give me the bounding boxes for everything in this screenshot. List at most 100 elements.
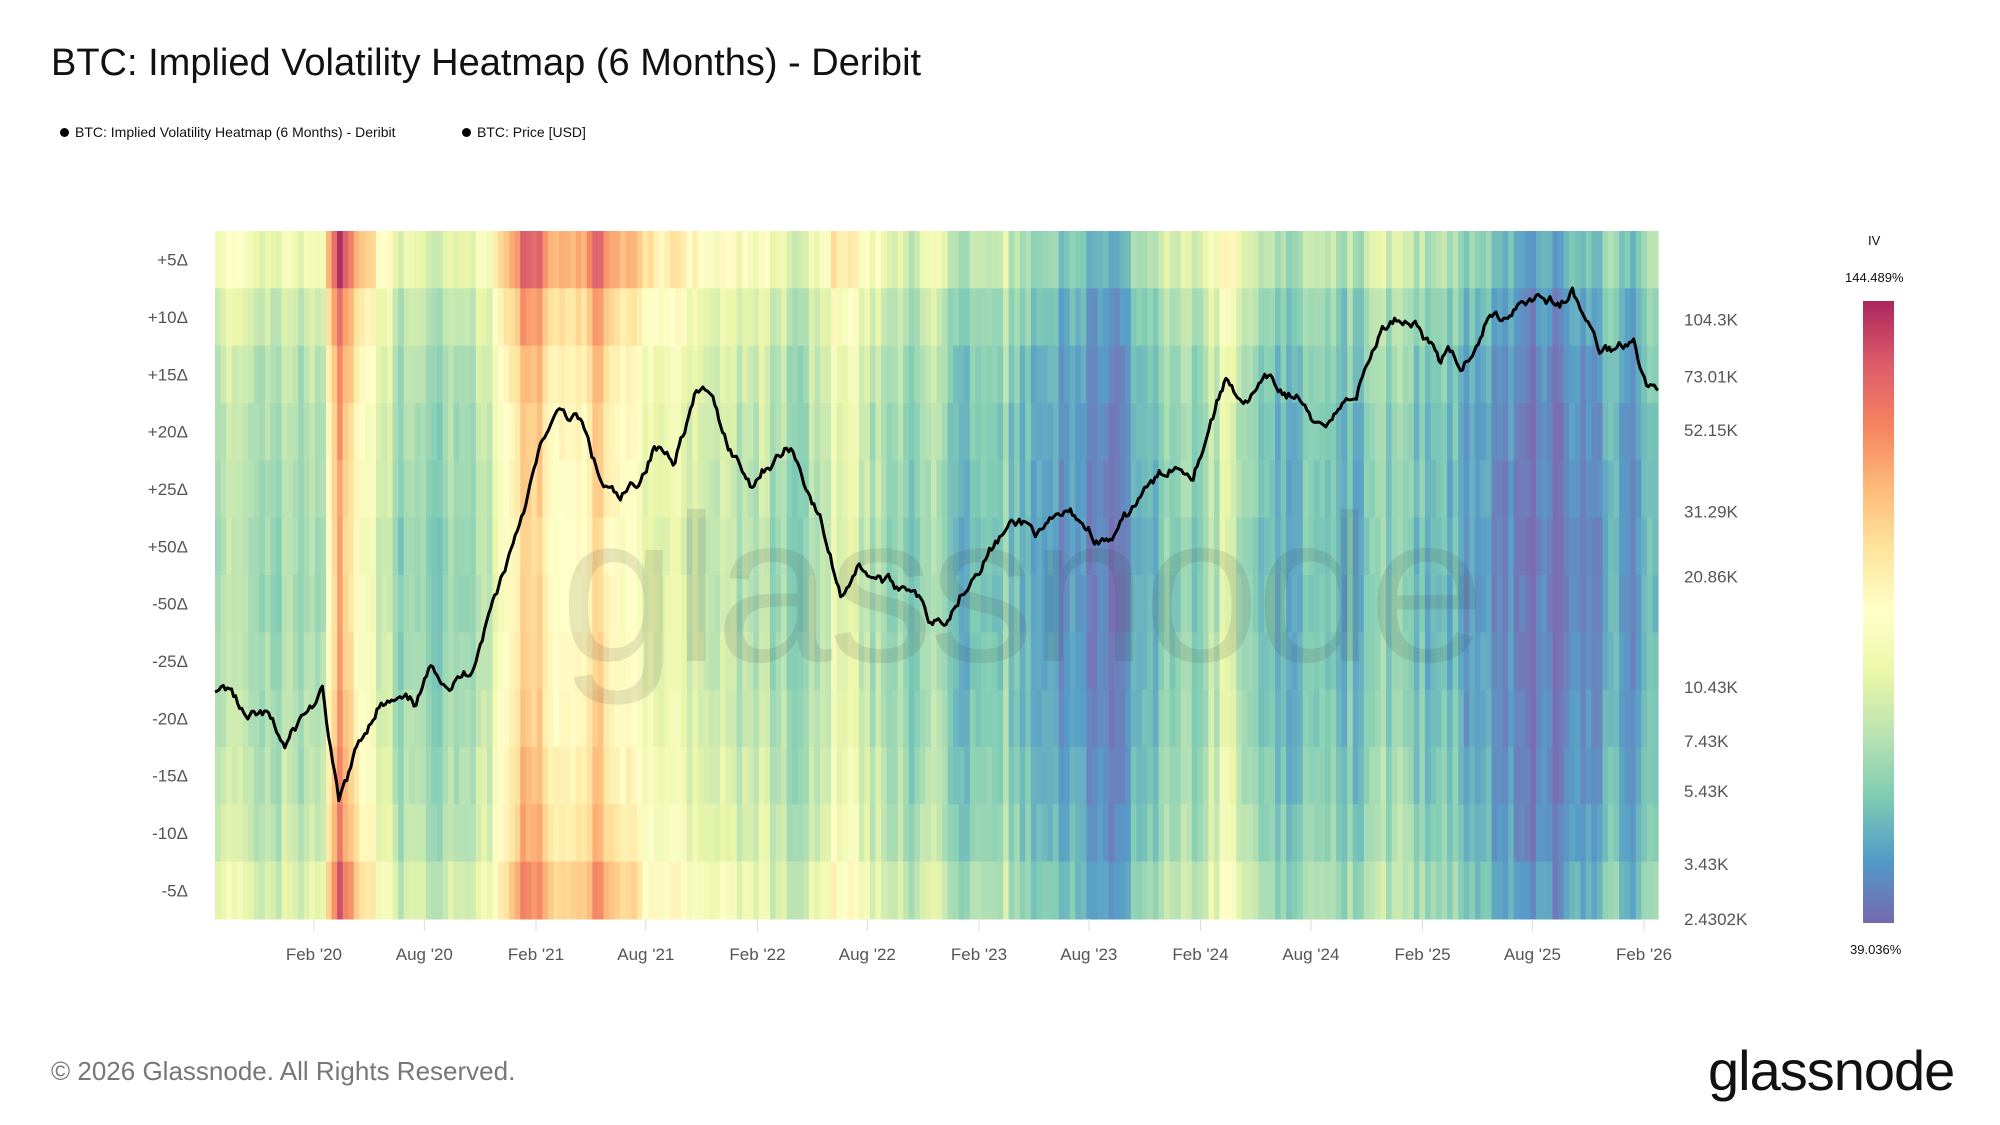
heatmap-cell <box>1241 632 1248 691</box>
heatmap-cell <box>853 460 860 519</box>
heatmap-cell <box>692 460 699 519</box>
heatmap-cell <box>409 575 416 633</box>
heatmap-cell <box>276 632 283 691</box>
heatmap-cell <box>1058 747 1065 805</box>
heatmap-cell <box>514 804 521 863</box>
heatmap-cell <box>1236 231 1243 289</box>
heatmap-cell <box>1202 288 1210 347</box>
heatmap-cell <box>797 460 804 519</box>
heatmap-cell <box>708 575 716 633</box>
heatmap-cell <box>908 689 915 748</box>
heatmap-cell <box>858 632 865 691</box>
heatmap-cell <box>1369 861 1376 920</box>
heatmap-cell <box>897 403 904 461</box>
heatmap-cell <box>320 689 327 748</box>
heatmap-cell <box>725 575 732 633</box>
heatmap-cell <box>1558 345 1565 404</box>
heatmap-cell <box>520 288 527 347</box>
heatmap-cell <box>314 632 322 691</box>
heatmap-cell <box>1380 575 1387 633</box>
legend-item-iv-heatmap[interactable]: BTC: Implied Volatility Heatmap (6 Month… <box>60 124 396 140</box>
heatmap-cell <box>875 804 882 863</box>
heatmap-cell <box>1352 861 1359 920</box>
heatmap-cell <box>625 403 632 461</box>
heatmap-cell <box>753 231 760 289</box>
price-tick-label: 5.43K <box>1684 782 1729 801</box>
heatmap-cell <box>847 460 854 519</box>
heatmap-cell <box>1652 861 1659 920</box>
y-tick-label: -15Δ <box>152 767 188 786</box>
heatmap-cell <box>803 231 810 289</box>
heatmap-cell <box>642 517 649 576</box>
heatmap-cell <box>1463 345 1470 404</box>
heatmap-cell <box>1136 288 1143 347</box>
heatmap-cell <box>575 288 582 347</box>
heatmap-cell <box>1064 861 1071 920</box>
heatmap-cell <box>1341 288 1348 347</box>
heatmap-cell <box>1591 460 1598 519</box>
heatmap-cell <box>1036 575 1043 633</box>
legend-item-price[interactable]: BTC: Price [USD] <box>462 124 586 140</box>
heatmap-cell <box>958 231 965 289</box>
heatmap-cell <box>964 517 971 576</box>
heatmap-cell <box>1186 804 1193 863</box>
heatmap-cell <box>1091 575 1099 633</box>
heatmap-cell <box>753 575 760 633</box>
heatmap-cell <box>1469 632 1476 691</box>
heatmap-cell <box>1319 288 1326 347</box>
heatmap-cell <box>714 575 721 633</box>
heatmap-cell <box>825 804 832 863</box>
heatmap-cell <box>892 632 899 691</box>
heatmap-cell <box>1369 231 1376 289</box>
heatmap-cell <box>1330 861 1337 920</box>
heatmap-cell <box>536 861 544 920</box>
heatmap-cell <box>803 288 810 347</box>
heatmap-cell <box>597 403 605 461</box>
heatmap-cell <box>986 345 993 404</box>
heatmap-cell <box>653 345 660 404</box>
heatmap-cell <box>581 632 588 691</box>
heatmap-cell <box>775 747 782 805</box>
heatmap-cell <box>542 804 549 863</box>
heatmap-cell <box>226 689 233 748</box>
heatmap-cell <box>1630 861 1637 920</box>
heatmap-cell <box>908 804 915 863</box>
heatmap-cell <box>747 231 754 289</box>
heatmap-cell <box>1197 345 1204 404</box>
heatmap-cell <box>292 575 299 633</box>
heatmap-cell <box>375 575 383 633</box>
heatmap-cell <box>1347 288 1354 347</box>
heatmap-cell <box>509 403 516 461</box>
heatmap-cell <box>1508 517 1515 576</box>
heatmap-cell <box>1508 575 1515 633</box>
heatmap-cell <box>531 517 538 576</box>
heatmap-cell <box>1402 517 1409 576</box>
heatmap-cell <box>881 804 888 863</box>
heatmap-cell <box>570 632 577 691</box>
heatmap-cell <box>736 517 743 576</box>
heatmap-cell <box>1030 403 1037 461</box>
heatmap-cell <box>520 747 527 805</box>
heatmap-cell <box>1036 517 1043 576</box>
heatmap-cell <box>1652 403 1659 461</box>
heatmap-cell <box>309 575 316 633</box>
heatmap-cell <box>692 575 699 633</box>
x-tick-label: Aug '22 <box>839 945 896 964</box>
heatmap-cell <box>231 689 238 748</box>
heatmap-cell <box>919 747 926 805</box>
heatmap-cell <box>753 345 760 404</box>
heatmap-cell <box>414 575 421 633</box>
heatmap-cell <box>1286 231 1293 289</box>
heatmap-cell <box>287 632 294 691</box>
heatmap-cell <box>220 804 227 863</box>
heatmap-cell <box>1513 689 1520 748</box>
heatmap-cell <box>858 689 865 748</box>
heatmap-cell <box>775 689 782 748</box>
heatmap-cell <box>864 861 871 920</box>
heatmap-cell <box>947 689 954 748</box>
heatmap-cell <box>775 517 782 576</box>
heatmap-cell <box>348 747 355 805</box>
heatmap-cell <box>1230 460 1237 519</box>
heatmap-cell <box>1336 403 1343 461</box>
heatmap-cell <box>1585 632 1592 691</box>
